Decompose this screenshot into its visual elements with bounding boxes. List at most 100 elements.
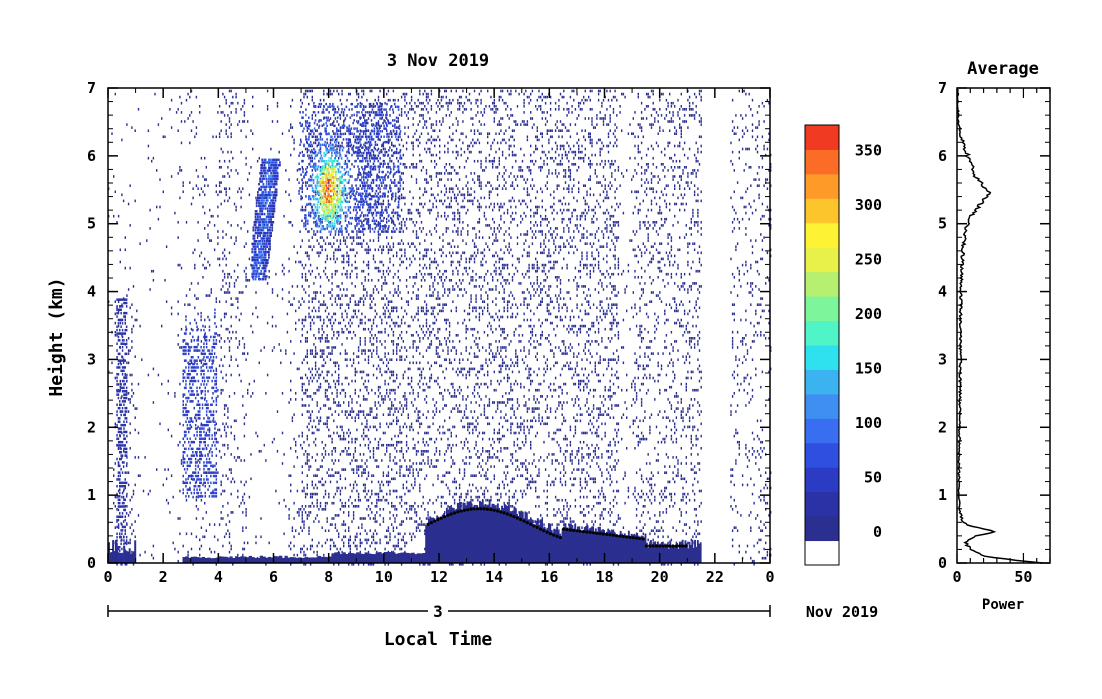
heatmap-cell	[429, 117, 431, 120]
heatmap-cell	[397, 98, 399, 102]
heatmap-cell	[311, 373, 313, 377]
heatmap-cell	[314, 352, 317, 355]
heatmap-cell	[313, 147, 315, 151]
heatmap-cell	[326, 538, 328, 542]
heatmap-cell	[356, 547, 358, 551]
heatmap-cell	[348, 221, 350, 224]
heatmap-cell	[308, 285, 310, 288]
heatmap-cell	[199, 105, 201, 108]
heatmap-cell	[195, 126, 198, 129]
heatmap-cell	[354, 150, 356, 154]
heatmap-cell	[331, 92, 333, 96]
heatmap-cell	[263, 443, 265, 447]
heatmap-cell	[336, 392, 338, 395]
heatmap-cell	[184, 303, 186, 306]
heatmap-cell	[434, 453, 436, 456]
heatmap-cell	[326, 236, 328, 239]
heatmap-cell	[420, 462, 423, 465]
heatmap-cell	[394, 184, 396, 187]
heatmap-cell	[116, 508, 118, 511]
heatmap-cell	[333, 334, 335, 337]
heatmap-cell	[407, 135, 409, 139]
heatmap-cell	[452, 166, 454, 169]
heatmap-cell	[309, 324, 312, 328]
heatmap-cell	[343, 257, 345, 261]
heatmap-cell	[245, 358, 247, 361]
heatmap-cell	[245, 511, 247, 514]
heatmap-cell	[382, 431, 385, 435]
heatmap-cell	[487, 373, 489, 377]
heatmap-cell	[134, 483, 136, 487]
heatmap-cell	[462, 221, 464, 224]
heatmap-cell	[298, 434, 300, 438]
heatmap-cell	[402, 520, 404, 523]
heatmap-cell	[361, 410, 363, 413]
heatmap-cell	[338, 330, 340, 334]
heatmap-cell	[290, 541, 292, 545]
heatmap-cell	[452, 300, 454, 303]
heatmap-cell	[275, 324, 277, 328]
heatmap-cell	[389, 370, 391, 374]
heatmap-cell	[202, 483, 204, 487]
heatmap-cell	[348, 401, 350, 404]
heatmap-cell	[391, 159, 393, 163]
heatmap-cell	[434, 321, 436, 325]
heatmap-cell	[435, 163, 438, 166]
heatmap-cell	[343, 535, 345, 539]
heatmap-cell	[389, 312, 391, 316]
heatmap-cell	[391, 248, 393, 252]
heatmap-cell	[386, 236, 388, 239]
heatmap-cell	[460, 132, 462, 135]
heatmap-cell	[377, 291, 380, 294]
heatmap-cell	[333, 254, 335, 258]
heatmap-cell	[119, 248, 121, 252]
heatmap-cell	[407, 211, 409, 215]
heatmap-cell	[460, 388, 462, 392]
heatmap-cell	[445, 254, 447, 258]
heatmap-cell	[318, 428, 320, 432]
heatmap-cell	[396, 508, 398, 511]
heatmap-cell	[339, 117, 342, 120]
heatmap-cell	[293, 437, 295, 441]
heatmap-cell	[220, 166, 222, 169]
heatmap-cell	[427, 309, 429, 313]
heatmap-cell	[187, 92, 189, 96]
heatmap-cell	[400, 224, 403, 227]
heatmap-cell	[352, 135, 355, 139]
heatmap-cell	[311, 156, 313, 160]
heatmap-cell	[389, 480, 391, 484]
heatmap-cell	[473, 141, 476, 145]
heatmap-cell	[314, 291, 317, 294]
heatmap-cell	[394, 407, 396, 410]
heatmap-cell	[321, 172, 323, 175]
heatmap-cell	[296, 367, 299, 371]
heatmap-cell	[343, 239, 345, 242]
heatmap-cell	[352, 514, 355, 517]
heatmap-cell	[412, 196, 414, 200]
heatmap-cell	[331, 276, 333, 279]
heatmap-cell	[488, 132, 491, 135]
heatmap-cell	[477, 248, 479, 252]
heatmap-cell	[309, 321, 312, 325]
heatmap-cell	[343, 111, 345, 114]
heatmap-cell	[331, 272, 333, 276]
heatmap-cell	[162, 483, 164, 487]
heatmap-cell	[313, 505, 315, 508]
heatmap-cell	[362, 428, 365, 432]
heatmap-cell	[362, 471, 365, 474]
heatmap-cell	[458, 563, 461, 566]
heatmap-cell	[333, 227, 335, 230]
heatmap-cell	[318, 327, 320, 331]
heatmap-cell	[217, 334, 219, 337]
heatmap-cell	[420, 306, 423, 310]
heatmap-cell	[470, 150, 472, 154]
heatmap-cell	[283, 498, 285, 502]
heatmap-cell	[291, 285, 294, 288]
heatmap-cell	[470, 401, 472, 404]
heatmap-cell	[308, 382, 310, 386]
heatmap-cell	[382, 245, 385, 248]
heatmap-cell	[333, 501, 335, 505]
heatmap-cell	[384, 276, 386, 279]
heatmap-cell	[223, 340, 226, 343]
heatmap-cell	[197, 337, 199, 340]
